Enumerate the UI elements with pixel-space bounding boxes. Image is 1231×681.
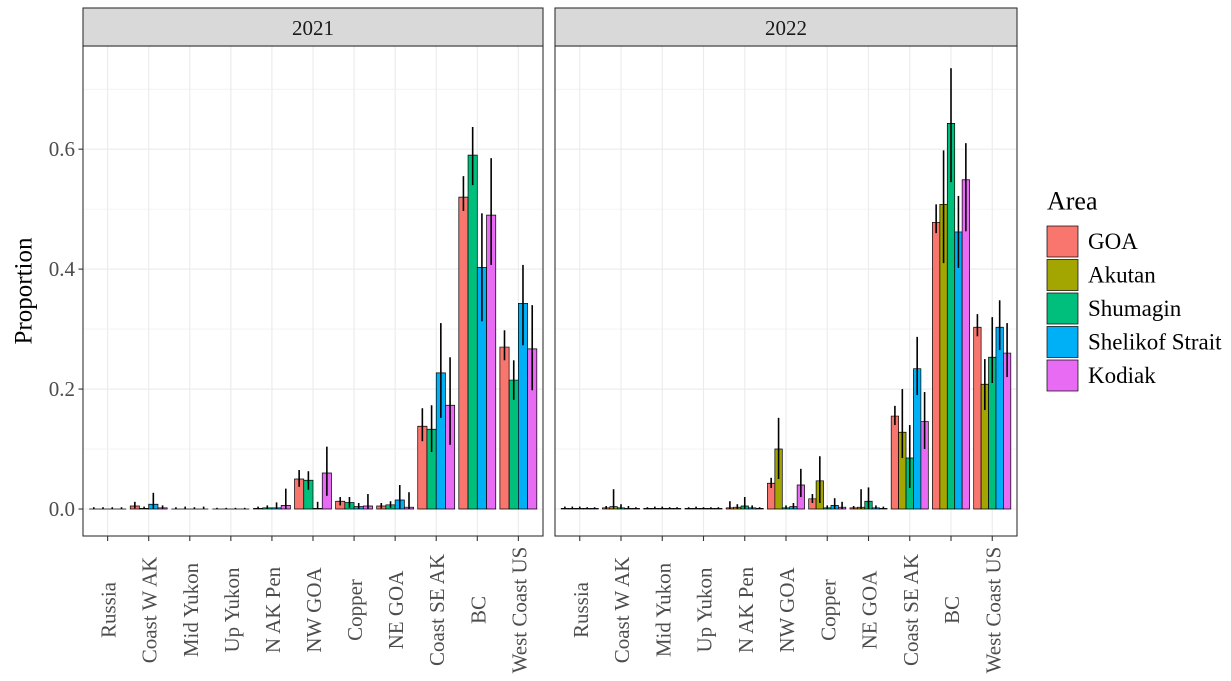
x-tick-label-russia: Russia: [97, 581, 121, 638]
x-tick-label-coast-se-ak: Coast SE AK: [425, 554, 449, 666]
x-tick-label-nw-goa: NW GOA: [775, 566, 799, 652]
facet-strip-2022: [554, 7, 1018, 47]
x-tick-label-n-ak-pen: N AK Pen: [734, 566, 758, 653]
x-tick-label-copper: Copper: [816, 579, 840, 641]
x-tick-label-ne-goa: NE GOA: [384, 570, 408, 650]
facet-panels: 2021 Russia Coast W AK Mid Yukon Up Yukon N A…: [82, 7, 1018, 674]
bar-2021-goa-coast-se-ak: [417, 425, 428, 510]
legend-label-shelikof-strait: Shelikof Strait: [1088, 330, 1222, 355]
x-tick-label-nw-goa: NW GOA: [302, 566, 326, 652]
y-tick-label: 0.2: [49, 377, 75, 401]
x-tick-label-west-coast-us: West Coast US: [981, 547, 1005, 674]
x-tick-label-coast-w-ak: Coast W AK: [610, 557, 634, 664]
bar-2022-goa-coast-se-ak: [890, 415, 899, 510]
legend-key-akutan: [1046, 259, 1079, 291]
bar-2022-shelikof-strait-west-coast-us: [995, 326, 1004, 510]
legend-key-shelikof-strait: [1046, 326, 1079, 358]
bar-2022-shelikof-strait-bc: [954, 231, 963, 510]
bar-2021-goa-nw-goa: [294, 478, 305, 510]
bar-2021-shelikof-strait-west-coast-us: [518, 302, 528, 510]
x-tick-label-n-ak-pen: N AK Pen: [261, 566, 285, 653]
x-tick-label-coast-w-ak: Coast W AK: [138, 557, 162, 664]
bar-2022-kodiak-west-coast-us: [1003, 352, 1012, 510]
legend-key-shumagin: [1046, 292, 1079, 325]
bar-2022-goa-west-coast-us: [973, 326, 982, 510]
facet-label-2022: 2022: [765, 16, 807, 40]
bar-2021-goa-bc: [458, 196, 469, 510]
y-tick-label: 0.6: [49, 137, 75, 161]
facet-label-2021: 2021: [292, 16, 334, 40]
x-tick-label-up-yukon: Up Yukon: [693, 567, 717, 652]
facet-panel-2021: 2021 Russia Coast W AK Mid Yukon Up Yukon N A…: [82, 7, 544, 674]
bar-2021-shumagin-nw-goa: [303, 479, 314, 510]
y-tick-label: 0.4: [49, 257, 76, 281]
bar-2021-goa-west-coast-us: [499, 346, 510, 510]
bar-2022-kodiak-coast-se-ak: [920, 421, 929, 510]
legend: Area GOA Akutan Shumagin Shelikof Strait Kod…: [1046, 187, 1222, 392]
bar-2022-goa-bc: [932, 221, 941, 510]
bar-2021-kodiak-west-coast-us: [527, 348, 538, 510]
y-axis-title: Proportion: [11, 237, 38, 344]
bar-2022-shumagin-bc: [946, 123, 956, 510]
x-tick-label-copper: Copper: [343, 579, 367, 641]
legend-label-goa: GOA: [1088, 229, 1138, 254]
bar-2022-akutan-coast-se-ak: [898, 431, 907, 510]
x-tick-label-west-coast-us: West Coast US: [507, 547, 531, 674]
x-tick-label-coast-se-ak: Coast SE AK: [899, 554, 923, 666]
x-tick-label-mid-yukon: Mid Yukon: [651, 562, 675, 657]
y-axis: 0.0 0.2 0.4 0.6: [49, 137, 83, 521]
legend-label-kodiak: Kodiak: [1088, 363, 1156, 388]
bar-2022-kodiak-nw-goa: [796, 484, 805, 510]
legend-title: Area: [1047, 187, 1098, 216]
bar-2021-shumagin-bc: [467, 154, 478, 510]
x-tick-label-mid-yukon: Mid Yukon: [179, 562, 203, 657]
x-tick-label-up-yukon: Up Yukon: [220, 567, 244, 652]
bar-2021-kodiak-coast-se-ak: [445, 404, 456, 510]
bar-2021-shelikof-strait-coast-se-ak: [435, 372, 446, 510]
x-tick-label-bc: BC: [940, 596, 964, 624]
x-tick-label-russia: Russia: [569, 581, 593, 638]
facet-panel-2022: 2022 Russia Coast W AK Mid Yukon Up Yukon N A…: [554, 7, 1018, 674]
facet-strip-2021: [82, 7, 544, 47]
y-tick-label: 0.0: [49, 497, 75, 521]
legend-key-kodiak: [1046, 359, 1079, 392]
legend-label-akutan: Akutan: [1088, 263, 1156, 288]
x-tick-label-ne-goa: NE GOA: [858, 570, 882, 650]
bar-2022-kodiak-bc: [961, 179, 970, 510]
bar-2021-kodiak-bc: [486, 214, 497, 510]
bar-2022-shelikof-strait-coast-se-ak: [913, 368, 922, 510]
legend-key-goa: [1046, 225, 1079, 258]
x-tick-label-bc: BC: [466, 596, 490, 624]
legend-label-shumagin: Shumagin: [1088, 296, 1182, 321]
